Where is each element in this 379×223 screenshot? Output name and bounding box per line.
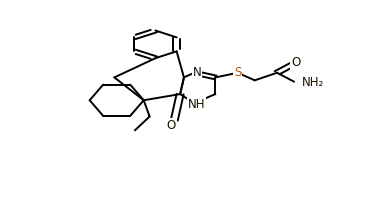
Text: O: O [167,119,176,132]
Text: N: N [193,66,202,79]
Text: NH₂: NH₂ [302,76,324,89]
Text: O: O [291,56,300,69]
Text: S: S [234,66,241,79]
Text: NH: NH [188,97,205,111]
